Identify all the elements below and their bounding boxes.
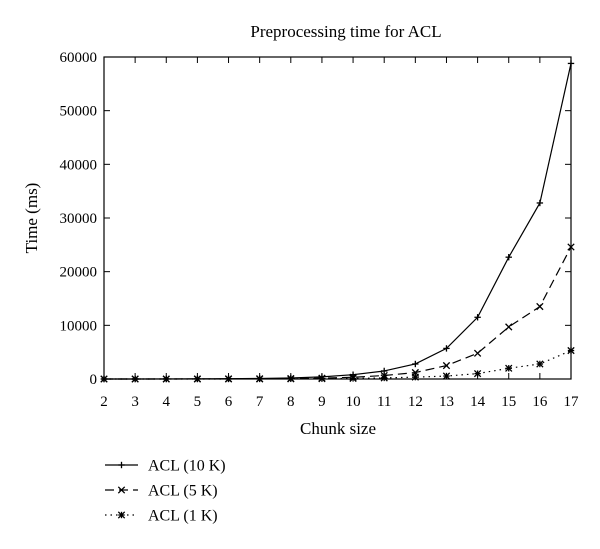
data-point [474,314,481,321]
data-point [505,323,513,331]
data-point [442,372,451,380]
data-point [505,253,512,261]
y-tick-label: 10000 [60,318,98,334]
x-axis: 2 3 4 5 6 7 8 9 10 11 12 13 14 15 16 17 [100,57,579,410]
legend-marker [117,486,126,494]
data-point [412,360,419,368]
x-tick-label: 15 [501,394,516,410]
y-tick-label: 60000 [60,50,98,66]
y-tick-label: 40000 [60,157,98,173]
x-tick-label: 10 [346,394,361,410]
series-layer [100,60,575,383]
y-tick-label: 20000 [60,265,98,281]
y-tick-label: 30000 [60,211,98,227]
x-tick-label: 2 [100,394,108,410]
legend: ACL (10 K) ACL (5 K) ACL (1 K) [105,458,226,525]
data-point [442,361,451,370]
data-point [536,199,544,207]
data-point [473,369,482,378]
series-1 [100,60,575,383]
legend-item: ACL (10 K) [105,458,226,475]
series-line [104,246,572,380]
data-point [193,375,202,383]
series-line [103,63,572,380]
plot-frame [103,56,572,380]
legend-label: ACL (1 K) [148,508,218,525]
legend-marker [118,461,125,469]
y-axis-label: Time (ms) [22,183,41,254]
x-tick-label: 8 [287,394,295,410]
series-line [103,350,572,380]
data-point [411,373,419,381]
x-tick-label: 3 [131,394,139,410]
chart-title: Preprocessing time for ACL [250,22,441,41]
x-tick-label: 11 [377,394,391,410]
data-point [505,364,513,372]
legend-label: ACL (5 K) [148,483,218,500]
x-tick-label: 7 [256,394,264,410]
data-point [100,375,108,383]
data-point [162,375,170,383]
x-tick-label: 12 [408,394,423,410]
x-tick-label: 9 [318,394,326,410]
x-tick-label: 16 [532,394,548,410]
data-point [443,345,450,352]
legend-item: ACL (5 K) [105,483,218,500]
y-tick-label: 50000 [60,104,98,120]
data-point [256,375,264,383]
data-point [224,375,233,383]
data-point [381,367,388,375]
data-point [567,60,575,67]
legend-marker [117,511,126,519]
x-tick-label: 6 [225,394,233,410]
data-point [131,375,139,383]
data-point [536,360,544,368]
y-axis: 0 10000 20000 30000 40000 50000 60000 [60,50,571,388]
data-point [567,346,575,355]
series-2 [100,243,575,383]
data-point [473,349,482,357]
data-point [287,375,295,383]
x-axis-label: Chunk size [300,419,376,438]
data-point [536,302,544,311]
x-tick-label: 14 [470,394,486,410]
y-tick-label: 0 [90,372,98,388]
legend-label: ACL (10 K) [148,458,226,475]
x-tick-label: 17 [564,394,580,410]
x-tick-label: 5 [194,394,202,410]
data-point [567,243,575,251]
series-3 [100,346,575,383]
x-tick-label: 4 [163,394,171,410]
data-point [318,375,326,383]
legend-item: ACL (1 K) [105,508,218,525]
data-point [380,374,388,382]
data-point [349,374,357,383]
x-tick-label: 13 [439,394,454,410]
